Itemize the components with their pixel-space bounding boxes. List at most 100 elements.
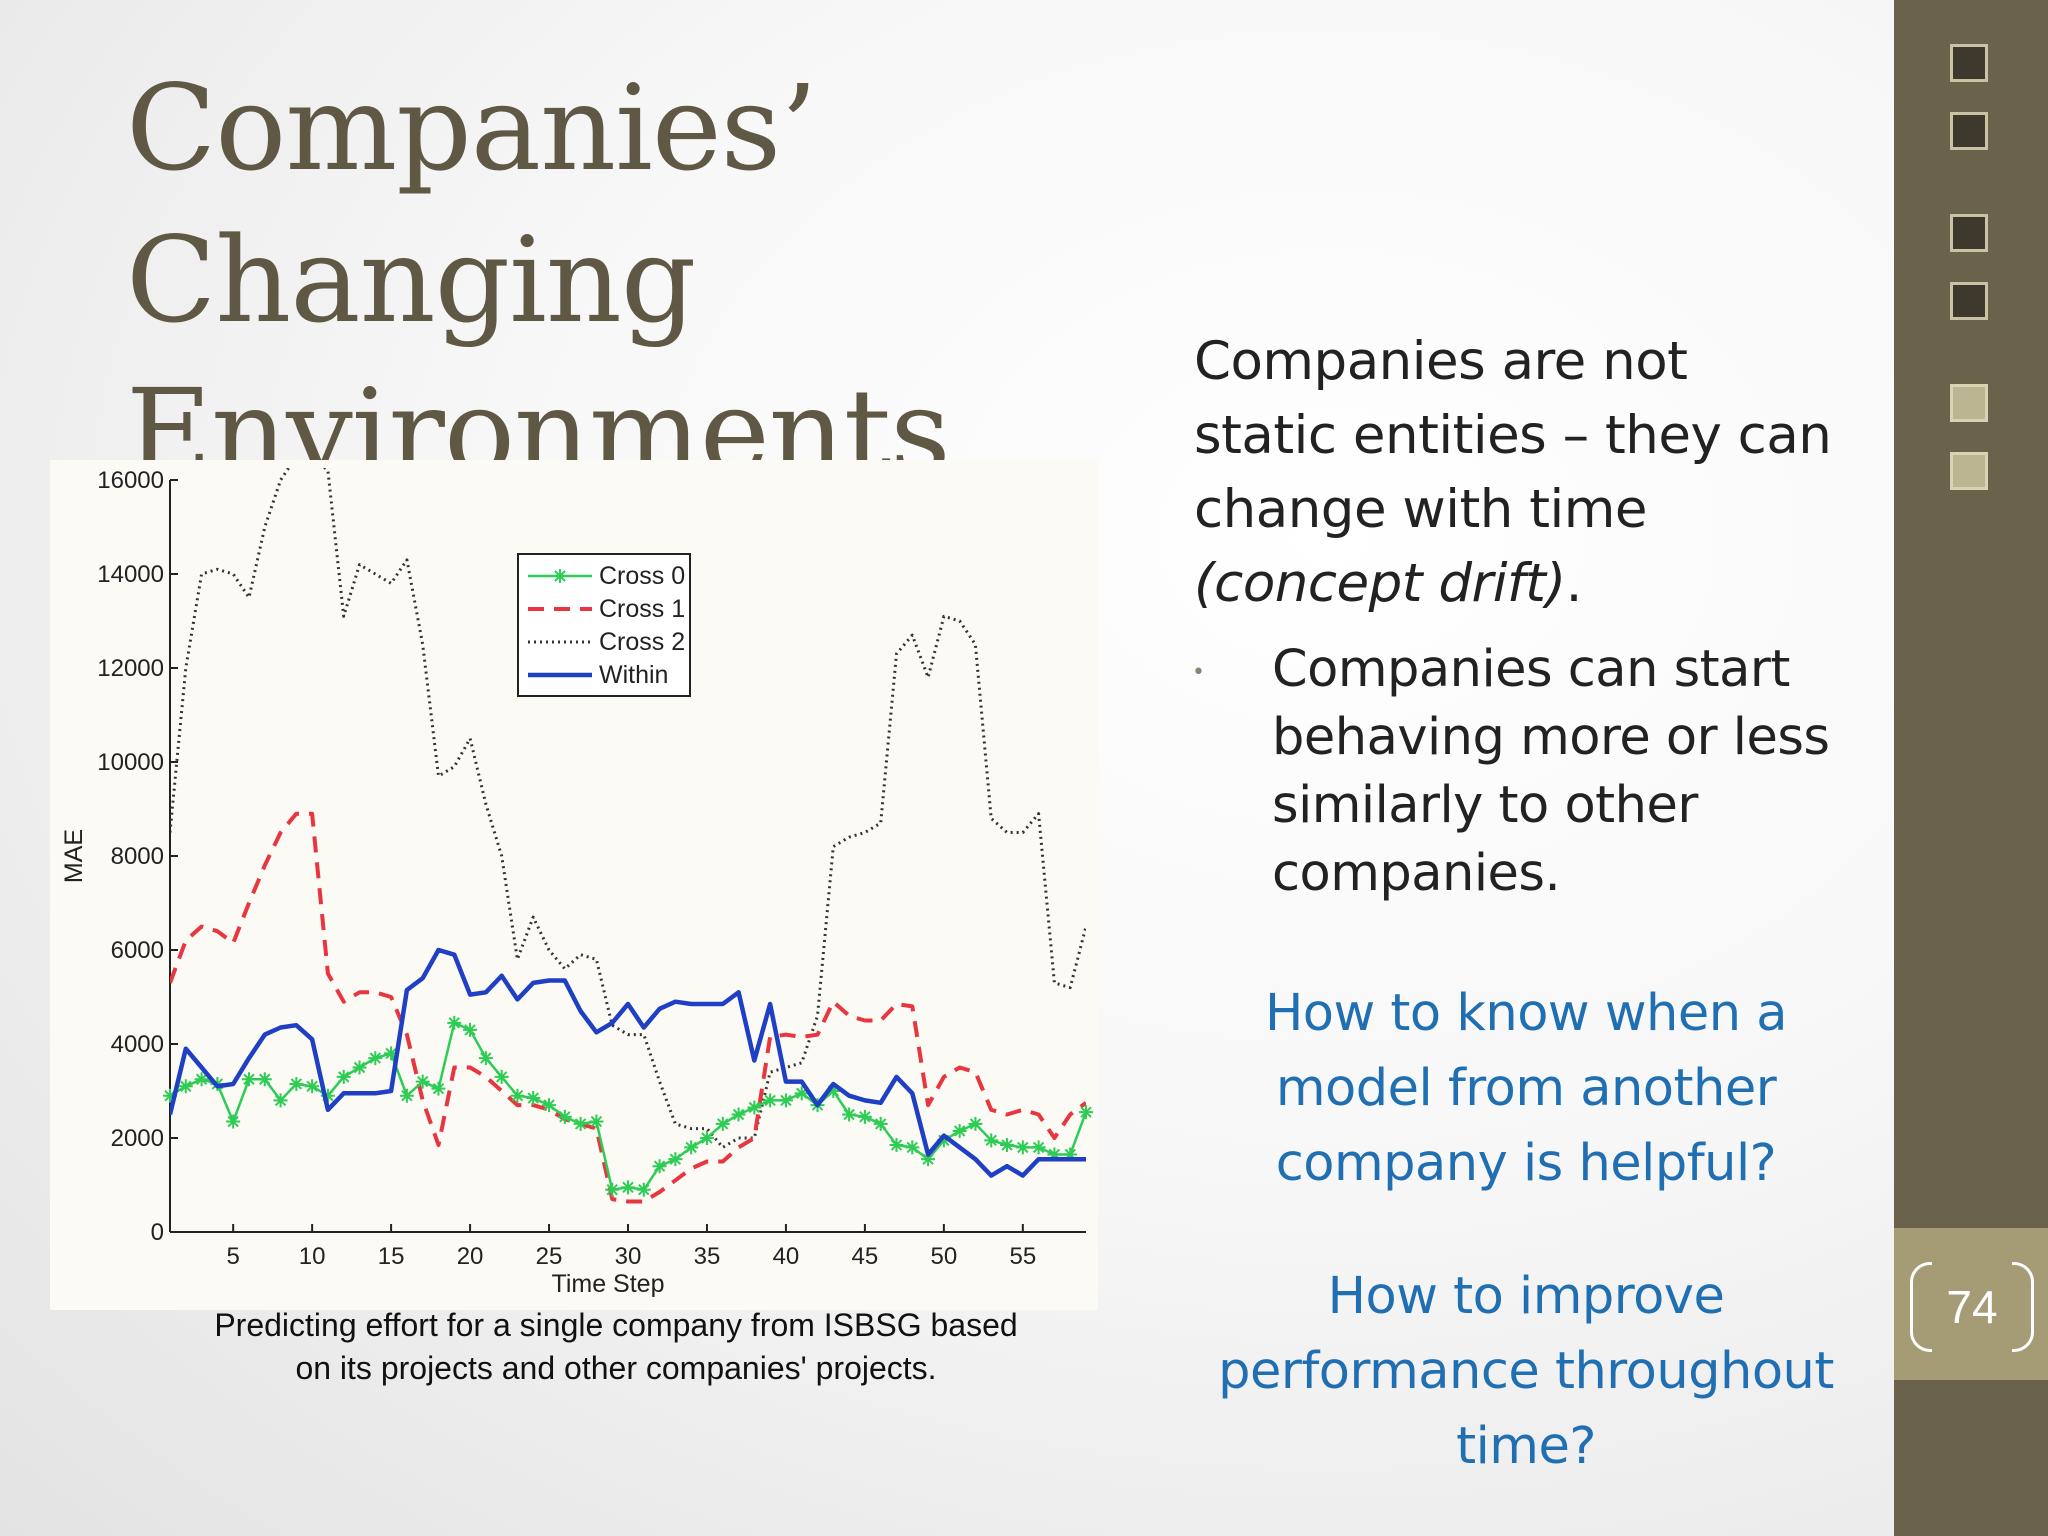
title-line-1: Companies’ Changing — [126, 59, 818, 349]
x-tick-label: 40 — [773, 1243, 800, 1270]
cross-0-star-marker — [478, 1051, 493, 1066]
question-helpful-model: How to know when a model from another co… — [1264, 984, 1788, 1193]
series-line-cross-0 — [170, 1021, 1086, 1191]
y-tick-label: 14000 — [97, 561, 164, 588]
cross-0-star-marker — [747, 1100, 762, 1115]
question-improve-performance: How to improve performance throughout ti… — [1218, 1267, 1834, 1476]
series-line-within — [170, 947, 1086, 1178]
cross-0-star-marker — [873, 1116, 888, 1131]
legend-label: Cross 1 — [599, 595, 685, 623]
cross-0-star-marker — [573, 1116, 588, 1131]
cross-0-star-marker — [384, 1046, 399, 1061]
y-tick-label: 4000 — [111, 1031, 164, 1058]
x-tick-label: 35 — [694, 1243, 721, 1270]
cross-0-star-marker — [731, 1107, 746, 1122]
x-tick-label: 20 — [457, 1243, 484, 1270]
cross-0-star-marker — [336, 1069, 351, 1084]
cross-0-star-marker — [368, 1051, 383, 1066]
decor-square-3 — [1950, 214, 1988, 252]
y-tick-label: 16000 — [97, 467, 164, 494]
cross-0-star-marker — [305, 1079, 320, 1094]
cross-0-star-marker — [163, 1088, 177, 1103]
decor-square-4 — [1950, 282, 1988, 320]
cross-0-star-marker — [652, 1159, 667, 1174]
x-tick-label: 55 — [1009, 1243, 1036, 1270]
cross-0-star-marker — [178, 1079, 193, 1094]
cross-0-star-marker — [447, 1015, 462, 1030]
concept-drift-term: (concept drift) — [1194, 553, 1566, 614]
cross-0-star-marker — [1015, 1140, 1030, 1155]
decor-square-5 — [1950, 384, 1988, 422]
cross-0-star-marker — [1000, 1138, 1015, 1153]
cross-0-star-marker — [684, 1140, 699, 1155]
decor-square-6 — [1950, 452, 1988, 490]
cross-0-star-marker — [289, 1076, 304, 1091]
main-statement-period: . — [1565, 553, 1583, 614]
caption-line-1: Predicting effort for a single company f… — [214, 1307, 1018, 1343]
bullet-point: Companies can start behaving more or les… — [1272, 640, 1830, 903]
cross-0-star-marker — [510, 1088, 525, 1103]
main-statement: Companies are not static entities – they… — [1194, 325, 1844, 621]
cross-0-star-marker — [194, 1072, 209, 1087]
y-tick-label: 8000 — [111, 843, 164, 870]
cross-0-star-marker — [241, 1072, 256, 1087]
cross-0-star-marker — [226, 1114, 241, 1129]
legend-label: Within — [599, 661, 668, 689]
cross-0-star-marker — [257, 1072, 272, 1087]
cross-0-star-marker — [273, 1093, 288, 1108]
cross-0-star-marker — [699, 1131, 714, 1145]
x-axis-label: Time Step — [551, 1270, 664, 1298]
y-tick-label: 0 — [151, 1219, 164, 1246]
x-tick-label: 25 — [536, 1243, 563, 1270]
cross-0-star-marker — [968, 1116, 983, 1131]
main-statement-text: Companies are not static entities – they… — [1194, 331, 1832, 540]
legend-label: Cross 0 — [599, 562, 685, 590]
cross-0-star-marker — [399, 1088, 414, 1103]
series-line-cross-2 — [170, 468, 1086, 1149]
cross-0-star-marker — [1031, 1140, 1046, 1155]
cross-0-star-marker — [526, 1091, 541, 1106]
cross-0-star-marker — [320, 1088, 335, 1103]
y-tick-label: 6000 — [111, 937, 164, 964]
cross-0-star-marker — [352, 1060, 367, 1075]
y-tick-label: 12000 — [97, 655, 164, 682]
y-tick-label: 2000 — [111, 1125, 164, 1152]
cross-0-star-marker — [1079, 1105, 1093, 1120]
y-axis-label: MAE — [60, 829, 88, 883]
cross-0-star-marker — [889, 1138, 904, 1153]
cross-0-star-marker — [778, 1093, 793, 1108]
cross-0-star-marker — [542, 1098, 557, 1113]
cross-0-star-marker — [857, 1109, 872, 1124]
cross-0-star-marker — [715, 1116, 730, 1131]
cross-0-star-marker — [1063, 1147, 1078, 1162]
page-bracket-mask — [1932, 1258, 2012, 1358]
page-number: 74 — [1946, 1281, 1998, 1333]
cross-0-star-marker — [636, 1182, 651, 1197]
x-tick-label: 30 — [615, 1243, 642, 1270]
cross-0-star-marker — [557, 1109, 572, 1124]
series-line-cross-1 — [170, 811, 1086, 1204]
x-tick-label: 50 — [931, 1243, 958, 1270]
decor-square-1 — [1950, 44, 1988, 82]
cross-0-star-marker — [668, 1152, 683, 1167]
mae-line-chart: 0 2000 4000 6000 8000 10000 12000 14000 16000 5 10… — [60, 467, 1093, 1298]
legend-box — [517, 553, 691, 697]
y-tick-label: 10000 — [97, 749, 164, 776]
cross-0-star-marker — [763, 1093, 778, 1108]
x-tick-label: 45 — [852, 1243, 879, 1270]
cross-0-star-marker — [826, 1084, 841, 1098]
legend-label: Cross 2 — [599, 628, 685, 656]
cross-0-star-marker — [952, 1123, 967, 1138]
cross-0-star-marker — [921, 1152, 936, 1167]
decor-square-2 — [1950, 112, 1988, 150]
legend-star-marker — [553, 569, 567, 583]
cross-0-star-marker — [415, 1074, 430, 1089]
cross-0-star-marker — [936, 1133, 951, 1148]
chart-caption: Predicting effort for a single company f… — [146, 1304, 1086, 1390]
bullet-marker: • — [1192, 660, 1205, 685]
cross-0-star-marker — [794, 1086, 809, 1101]
cross-0-star-marker — [1047, 1147, 1062, 1162]
caption-line-2: on its projects and other companies' pro… — [295, 1350, 937, 1386]
cross-0-star-marker — [842, 1107, 857, 1122]
x-tick-label: 10 — [299, 1243, 326, 1270]
